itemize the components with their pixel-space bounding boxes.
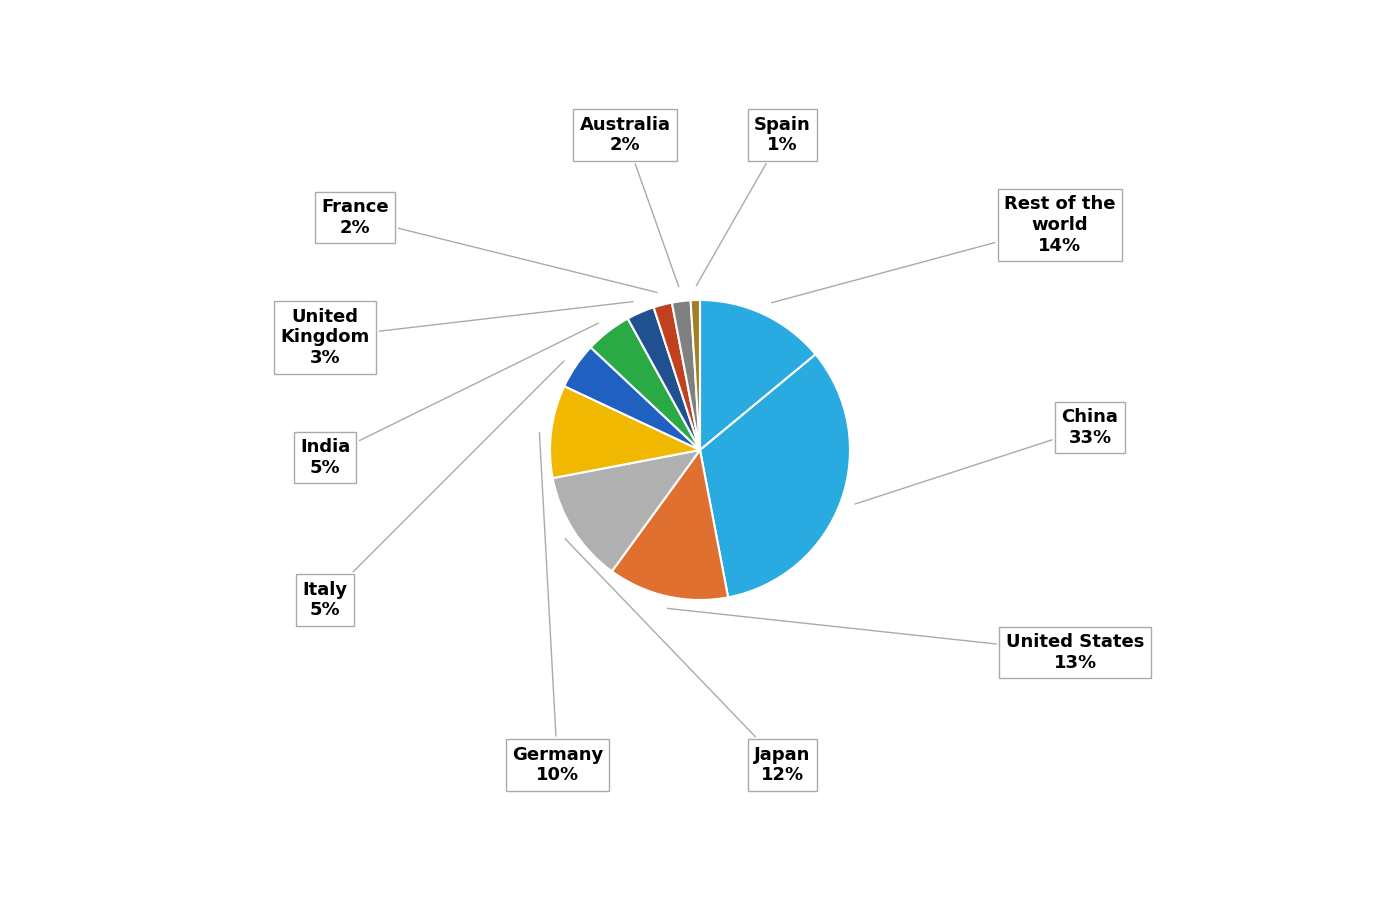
Wedge shape: [654, 302, 700, 450]
Text: China
33%: China 33%: [855, 408, 1119, 504]
Text: United
Kingdom
3%: United Kingdom 3%: [280, 302, 633, 367]
Text: Germany
10%: Germany 10%: [512, 433, 603, 785]
Wedge shape: [690, 300, 700, 450]
Wedge shape: [700, 300, 816, 450]
Wedge shape: [612, 450, 728, 600]
Text: Australia
2%: Australia 2%: [580, 115, 679, 287]
Text: United States
13%: United States 13%: [668, 608, 1144, 672]
Text: Japan
12%: Japan 12%: [566, 539, 811, 785]
Wedge shape: [564, 347, 700, 450]
Text: Spain
1%: Spain 1%: [696, 115, 811, 285]
Text: France
2%: France 2%: [321, 198, 657, 292]
Text: Rest of the
world
14%: Rest of the world 14%: [771, 195, 1116, 302]
Wedge shape: [550, 386, 700, 478]
Text: India
5%: India 5%: [300, 323, 598, 477]
Text: Italy
5%: Italy 5%: [302, 361, 564, 619]
Wedge shape: [591, 319, 700, 450]
Wedge shape: [553, 450, 700, 572]
Wedge shape: [672, 301, 700, 450]
Wedge shape: [627, 307, 700, 450]
Wedge shape: [700, 355, 850, 598]
